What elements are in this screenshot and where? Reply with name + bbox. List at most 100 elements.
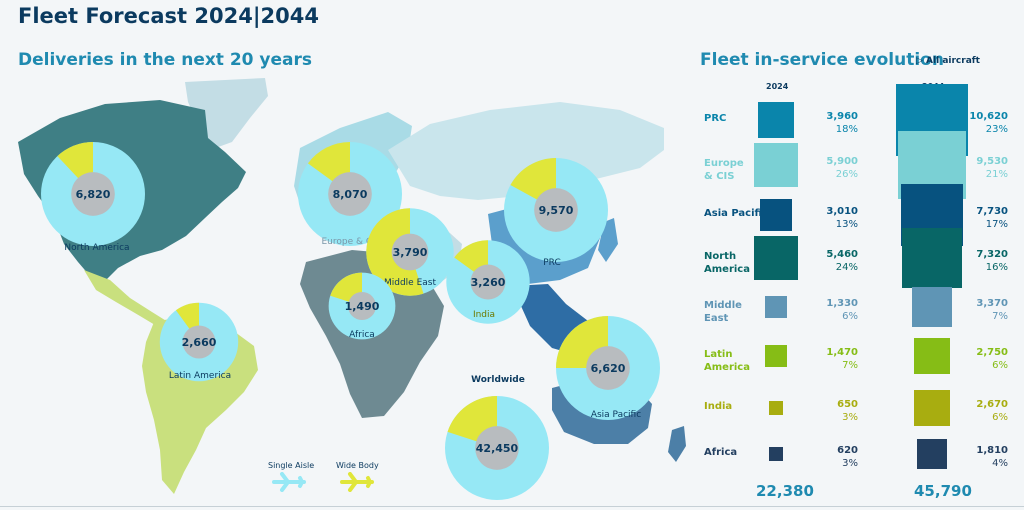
market-value-label: 6,820	[76, 188, 111, 201]
fleet-square-2024	[753, 142, 799, 188]
region-label: Latin America	[704, 348, 750, 374]
legend-wide-body-label: Wide Body	[336, 461, 379, 470]
market-name-label: PRC	[543, 258, 561, 268]
fleet-v2044: 2,750	[976, 347, 1008, 358]
region-label: North America	[704, 250, 750, 276]
market-value-label: 6,620	[591, 362, 626, 375]
region-label-line2: America	[704, 362, 750, 373]
region-label: India	[704, 400, 732, 413]
world-map: 6,820 North America 8,070 Europe & CIS 3,790…	[18, 78, 686, 500]
fleet-square-2024	[765, 296, 787, 318]
region-label-line2: East	[704, 313, 729, 324]
fleet-evolution-subtitle: Fleet in-service evolution	[700, 50, 944, 70]
region-label-line2: & CIS	[704, 171, 735, 182]
fleet-square-2044	[902, 228, 962, 288]
fleet-p2024: 24%	[835, 262, 858, 273]
pie-center	[534, 188, 578, 232]
pie-center	[347, 291, 377, 321]
fleet-v2044: 2,670	[976, 399, 1008, 410]
fleet-v2044: 7,320	[976, 249, 1008, 260]
fleet-square-2024	[754, 236, 798, 280]
region-label-line1: North	[704, 251, 737, 262]
fleet-square-2024	[768, 400, 784, 416]
fleet-p2044: 21%	[985, 169, 1008, 180]
fleet-v2044: 3,370	[976, 298, 1008, 309]
market-name-label: Latin America	[169, 371, 231, 381]
region-label-line1: PRC	[704, 113, 727, 124]
market-value-label: 3,260	[471, 276, 506, 289]
fleet-p2044: 6%	[992, 412, 1008, 423]
market-value-label: 42,450	[476, 442, 519, 455]
fleet-square-2044	[913, 389, 951, 427]
legend-single-aisle-label: Single Aisle	[268, 461, 315, 470]
fleet-square-2044	[913, 337, 951, 375]
market-value-label: 9,570	[539, 204, 574, 217]
market-name-label: Asia Pacific	[591, 410, 641, 420]
fleet-p2044: 6%	[992, 360, 1008, 371]
market-value-label: 2,660	[182, 336, 217, 349]
central-america-shape	[84, 270, 168, 328]
market-value-label: 3,790	[393, 246, 428, 259]
fleet-p2024: 7%	[842, 360, 858, 371]
pie-center	[470, 264, 506, 300]
fleet-v2024: 5,900	[826, 156, 858, 167]
region-label-line1: Europe	[704, 158, 744, 169]
fleet-square-2024	[757, 101, 795, 139]
deliveries-subtitle: Deliveries in the next 20 years	[18, 50, 313, 70]
single-aisle-plane-icon	[272, 472, 306, 492]
pie-center	[475, 426, 519, 470]
region-label-line1: Asia Pacific	[704, 208, 768, 219]
region-label-line1: India	[704, 401, 733, 412]
pie-center	[71, 172, 115, 216]
market-name-label: Middle East	[384, 278, 436, 288]
fleet-p2024: 3%	[842, 458, 858, 469]
region-label-line1: Latin	[704, 349, 733, 360]
fleet-v2024: 3,960	[826, 111, 858, 122]
fleet-v2044: 7,730	[976, 206, 1008, 217]
region-label: Middle East	[704, 299, 742, 325]
fleet-p2044: 4%	[992, 458, 1008, 469]
fleet-square-2024	[764, 344, 788, 368]
market-name-label: Worldwide	[471, 375, 525, 385]
region-label: Africa	[704, 446, 737, 459]
fleet-p2024: 3%	[842, 412, 858, 423]
page-title: Fleet Forecast 2024|2044	[18, 4, 319, 28]
fleet-p2044: 16%	[985, 262, 1008, 273]
fleet-p2024: 26%	[835, 169, 858, 180]
fleet-p2044: 23%	[985, 124, 1008, 135]
market-pies: 6,820 North America 8,070 Europe & CIS 3,790…	[41, 142, 660, 500]
fleet-square-2024	[760, 199, 792, 231]
pie-center	[586, 346, 630, 390]
fleet-v2044: 1,810	[976, 445, 1008, 456]
fleet-v2024: 620	[837, 445, 858, 456]
fleet-square-2024	[768, 446, 784, 462]
region-label-line2: America	[704, 264, 750, 275]
fleet-v2024: 3,010	[826, 206, 858, 217]
fleet-v2044: 9,530	[976, 156, 1008, 167]
fleet-p2024: 18%	[835, 124, 858, 135]
fleet-v2024: 5,460	[826, 249, 858, 260]
region-label: Asia Pacific	[704, 207, 768, 220]
region-label-line1: Africa	[704, 447, 738, 458]
fleet-p2044: 7%	[992, 311, 1008, 322]
region-label-line1: Middle	[704, 300, 742, 311]
fleet-v2044: 10,620	[969, 111, 1008, 122]
year-2024-header: 2024	[766, 82, 789, 91]
fleet-square-2044	[917, 439, 947, 469]
fleet-p2024: 13%	[835, 219, 858, 230]
pie-center	[391, 233, 429, 271]
fleet-p2024: 6%	[842, 311, 858, 322]
fleet-v2024: 1,470	[826, 347, 858, 358]
fleet-p2044: 17%	[985, 219, 1008, 230]
market-name-label: Africa	[349, 330, 375, 340]
russia-shape	[388, 102, 664, 200]
total-2024: 22,380	[756, 482, 814, 500]
all-aircraft-filter[interactable]: ▷ All aircraft	[916, 56, 980, 66]
market-value-label: 8,070	[333, 188, 368, 201]
pie-center	[328, 172, 372, 216]
market-name-label: Europe & CIS	[321, 237, 380, 247]
market-value-label: 1,490	[345, 300, 380, 313]
total-2044: 45,790	[914, 482, 972, 500]
pie-center	[182, 325, 216, 359]
market-name-label: North America	[64, 243, 129, 253]
